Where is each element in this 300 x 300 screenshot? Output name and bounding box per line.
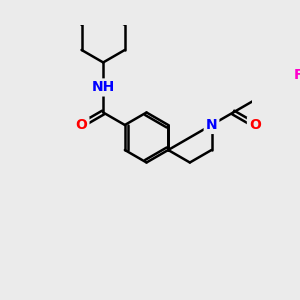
Text: O: O — [76, 118, 88, 132]
Text: O: O — [249, 118, 261, 132]
Text: NH: NH — [92, 80, 115, 94]
Text: N: N — [206, 118, 217, 132]
Text: F: F — [293, 68, 300, 82]
